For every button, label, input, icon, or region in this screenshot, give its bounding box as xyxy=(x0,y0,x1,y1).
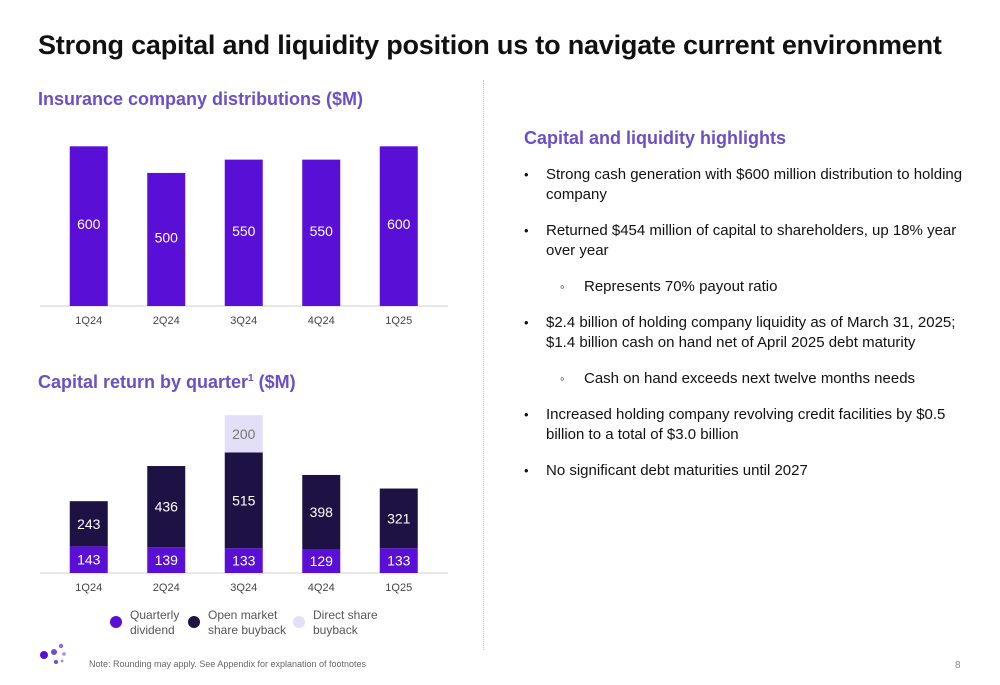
data-label: 398 xyxy=(310,504,334,520)
data-label: 200 xyxy=(232,426,256,442)
page-title: Strong capital and liquidity position us… xyxy=(38,30,942,60)
x-tick-label: 4Q24 xyxy=(308,582,335,594)
data-label: 500 xyxy=(155,229,179,245)
distributions-chart: 600 1Q24 500 2Q24 550 3Q24 550 4Q24 600 1Q25 xyxy=(40,146,448,327)
capital-return-chart: 143 243 1Q24 139 436 2Q24 133 515 200 3Q24 129 398 4… xyxy=(40,415,448,594)
bullet-item: Increased holding company revolving cred… xyxy=(524,405,964,445)
legend-item-quarterly-dividend: Quarterly dividend xyxy=(110,608,179,638)
x-tick-label: 1Q24 xyxy=(75,315,102,327)
legend-item-open-market-buyback: Open market share buyback xyxy=(188,608,286,638)
chart1-title: Insurance company distributions ($M) xyxy=(38,89,364,109)
x-tick-label: 3Q24 xyxy=(230,582,257,594)
footnote: Note: Rounding may apply. See Appendix f… xyxy=(89,659,367,669)
data-label: 600 xyxy=(77,216,101,232)
data-label: 436 xyxy=(155,499,179,515)
sub-bullet-item: Cash on hand exceeds next twelve months … xyxy=(524,369,964,389)
data-label: 139 xyxy=(155,552,179,568)
data-label: 133 xyxy=(387,553,411,569)
chart2-title: Capital return by quarter1 ($M) xyxy=(38,372,296,392)
x-tick-label: 1Q25 xyxy=(385,582,412,594)
bar-segment xyxy=(379,548,418,573)
bar-segment xyxy=(302,549,341,573)
bar-segment xyxy=(224,548,263,573)
legend-item-direct-buyback: Direct share buyback xyxy=(293,608,378,638)
bar xyxy=(69,146,108,306)
highlights-title: Capital and liquidity highlights xyxy=(524,128,786,148)
bullet-item: Strong cash generation with $600 million… xyxy=(524,165,964,205)
bar-segment xyxy=(147,466,186,548)
page-number: 8 xyxy=(955,660,961,671)
data-label: 515 xyxy=(232,492,256,508)
sub-bullet-item: Represents 70% payout ratio xyxy=(524,277,964,297)
data-label: 133 xyxy=(232,553,256,569)
bar-segment xyxy=(224,452,263,549)
legend-swatch xyxy=(110,616,122,628)
x-tick-label: 1Q25 xyxy=(385,315,412,327)
bar xyxy=(379,146,418,306)
data-label: 129 xyxy=(310,553,334,569)
bar-segment xyxy=(69,546,108,573)
x-tick-label: 4Q24 xyxy=(308,315,335,327)
company-logo-icon xyxy=(40,643,66,664)
legend-swatch xyxy=(293,616,305,628)
data-label: 243 xyxy=(77,516,101,532)
x-tick-label: 2Q24 xyxy=(153,315,180,327)
legend-swatch xyxy=(188,616,200,628)
bar-segment xyxy=(147,547,186,573)
bar xyxy=(224,159,263,306)
data-label: 550 xyxy=(310,223,334,239)
bullet-item: $2.4 billion of holding company liquidit… xyxy=(524,313,964,353)
bar-segment xyxy=(69,501,108,547)
x-tick-label: 3Q24 xyxy=(230,315,257,327)
bar-segment xyxy=(302,474,341,549)
bullet-item: No significant debt maturities until 202… xyxy=(524,461,964,481)
bar-segment xyxy=(224,415,263,453)
highlights-panel: Capital and liquidity highlights Strong … xyxy=(524,128,964,497)
x-tick-label: 1Q24 xyxy=(75,582,102,594)
data-label: 321 xyxy=(387,510,411,526)
data-label: 143 xyxy=(77,552,101,568)
bullet-item: Returned $454 million of capital to shar… xyxy=(524,221,964,261)
bar-segment xyxy=(379,488,418,549)
highlights-list: Strong cash generation with $600 million… xyxy=(524,165,964,481)
data-label: 600 xyxy=(387,216,411,232)
column-divider xyxy=(483,80,484,650)
data-label: 550 xyxy=(232,223,256,239)
x-tick-label: 2Q24 xyxy=(153,582,180,594)
bar xyxy=(147,172,186,306)
bar xyxy=(302,159,341,306)
